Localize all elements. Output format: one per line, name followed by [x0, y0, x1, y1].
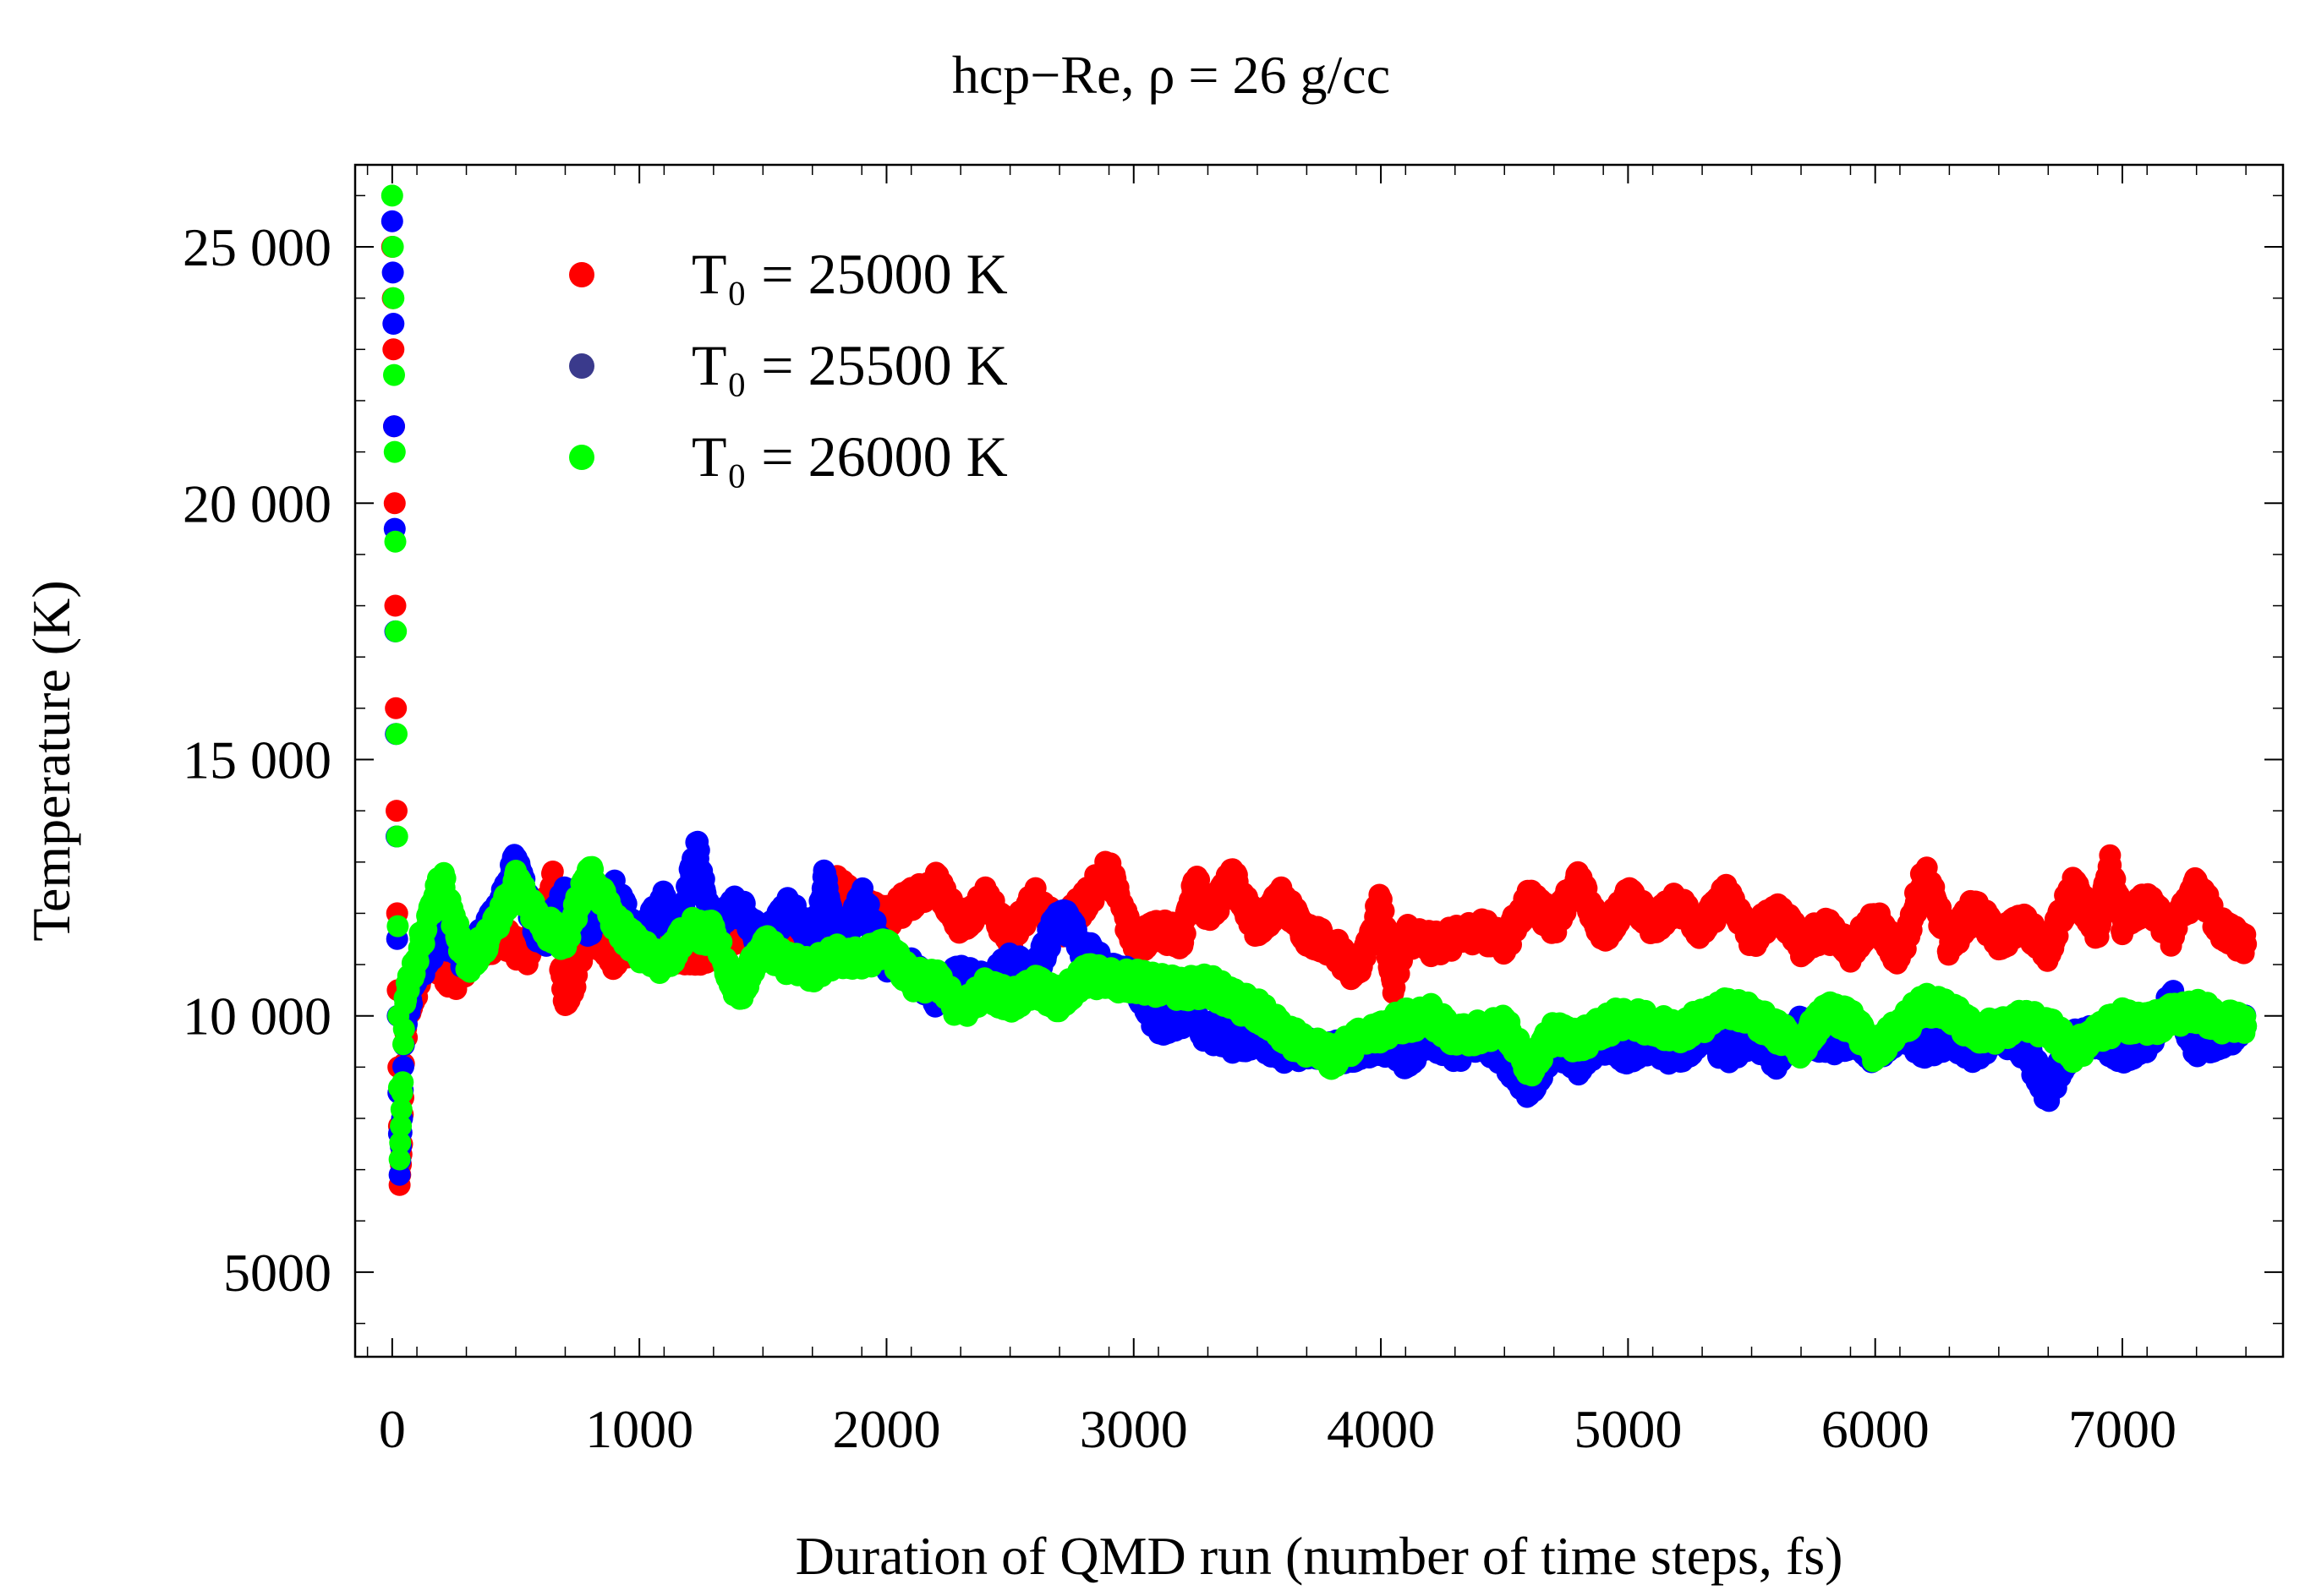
series-2-point	[381, 261, 404, 284]
series-1-point	[541, 861, 564, 883]
plot-series-group	[381, 184, 2258, 1196]
series-1-point	[386, 800, 408, 823]
series-1-point	[384, 594, 407, 617]
series-1-point	[2235, 932, 2258, 955]
series-1-point	[382, 338, 405, 361]
series-2-point	[382, 313, 405, 335]
series-1-point	[1174, 922, 1196, 945]
series-1-point	[385, 697, 408, 719]
chart-title: hcp−Re, ρ = 26 g/cc	[952, 45, 1390, 105]
series-2-point	[381, 210, 403, 232]
series-2-point	[383, 415, 405, 438]
series-1-point	[383, 492, 406, 515]
